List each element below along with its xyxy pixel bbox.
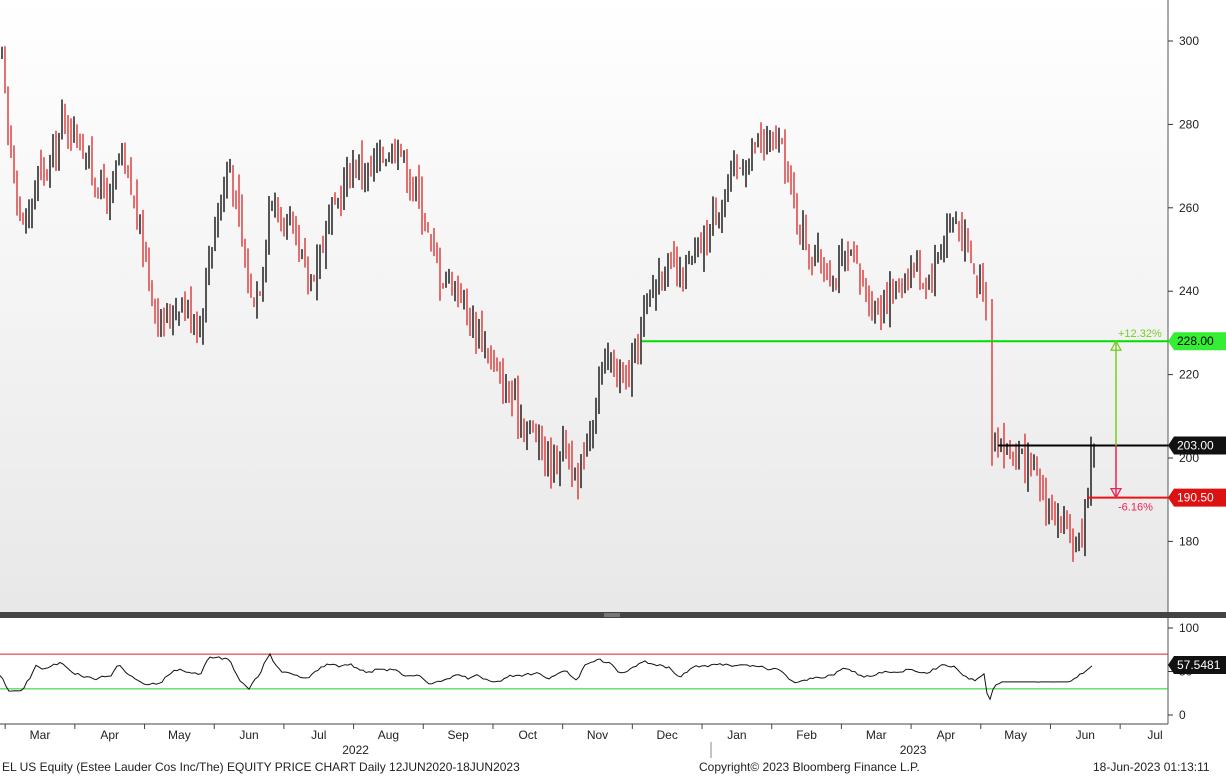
month-label: Aug: [378, 728, 399, 742]
year-label: 2022: [342, 743, 369, 757]
level-price-label: 203.00: [1177, 438, 1214, 452]
horizontal-levels: 228.00 203.00 190.50: [642, 332, 1226, 507]
month-label: Nov: [587, 728, 608, 742]
year-label: 2023: [900, 743, 927, 757]
percent-annotations: +12.32% -6.16%: [1109, 328, 1162, 514]
month-label: Sep: [447, 728, 469, 742]
rsi-value-tag: [1168, 655, 1226, 674]
footer-timestamp: 18-Jun-2023 01:13:11: [1093, 760, 1210, 774]
price-tick-label: 300: [1179, 34, 1199, 48]
annotation-arrow-head: [1109, 339, 1123, 351]
price-tick-label: 200: [1179, 451, 1199, 465]
level-price-tag: [1168, 436, 1226, 455]
month-label: Feb: [796, 728, 817, 742]
rsi-last-value-tag: 57.5481: [1168, 655, 1226, 674]
footer-copyright: Copyright© 2023 Bloomberg Finance L.P.: [699, 760, 920, 774]
price-tick-label: 180: [1179, 534, 1199, 548]
price-panel: 180 200 220 240 260 280 300 228.00 203.00 190.50…: [0, 0, 1226, 612]
footer-description: EL US Equity (Estee Lauder Cos Inc/The) …: [2, 760, 520, 774]
price-panel-bg: [0, 0, 1168, 612]
rsi-tick-label: 100: [1179, 621, 1199, 635]
rsi-panel: 050100 57.5481: [0, 618, 1226, 724]
level-price-tag: [1168, 488, 1226, 507]
month-ticks: Mar Apr May Jun Jul Aug 2022 Sep Oct Nov Dec Jan Feb…: [4, 724, 1163, 757]
annotation-percent-label: +12.32%: [1118, 328, 1162, 340]
price-tick-label: 280: [1179, 117, 1199, 131]
rsi-tick-label: 0: [1179, 708, 1186, 722]
footer-bar: EL US Equity (Estee Lauder Cos Inc/The) …: [0, 759, 1226, 776]
rsi-panel-bg: [0, 618, 1168, 724]
price-tick-label: 220: [1179, 368, 1199, 382]
price-tick-label: 260: [1179, 201, 1199, 215]
month-label: Oct: [518, 728, 537, 742]
month-label: Jan: [727, 728, 746, 742]
level-price-tag: [1168, 332, 1226, 351]
level-price-label: 228.00: [1177, 334, 1214, 348]
panel-divider[interactable]: [0, 612, 1168, 618]
month-label: Apr: [100, 728, 119, 742]
month-label: Mar: [866, 728, 887, 742]
annotation-arrow-head: [1109, 487, 1123, 499]
month-label: May: [168, 728, 191, 742]
time-axis: Mar Apr May Jun Jul Aug 2022 Sep Oct Nov Dec Jan Feb…: [0, 723, 1168, 758]
rsi-value-label: 57.5481: [1177, 658, 1221, 672]
month-label: Jul: [1147, 728, 1162, 742]
month-label: May: [1004, 728, 1027, 742]
month-label: Mar: [30, 728, 51, 742]
rsi-series-line: [0, 652, 1093, 701]
price-y-ticks: 180 200 220 240 260 280 300: [1168, 34, 1199, 548]
price-tick-label: 240: [1179, 284, 1199, 298]
month-label: Jun: [239, 728, 258, 742]
month-label: Jun: [1076, 728, 1095, 742]
month-label: Apr: [937, 728, 956, 742]
candles: [1, 46, 1095, 562]
panel-divider-axis: [1168, 612, 1226, 618]
month-label: Dec: [657, 728, 678, 742]
annotation-percent-label: -6.16%: [1118, 502, 1153, 514]
level-price-label: 190.50: [1177, 491, 1214, 505]
month-label: Jul: [311, 728, 326, 742]
